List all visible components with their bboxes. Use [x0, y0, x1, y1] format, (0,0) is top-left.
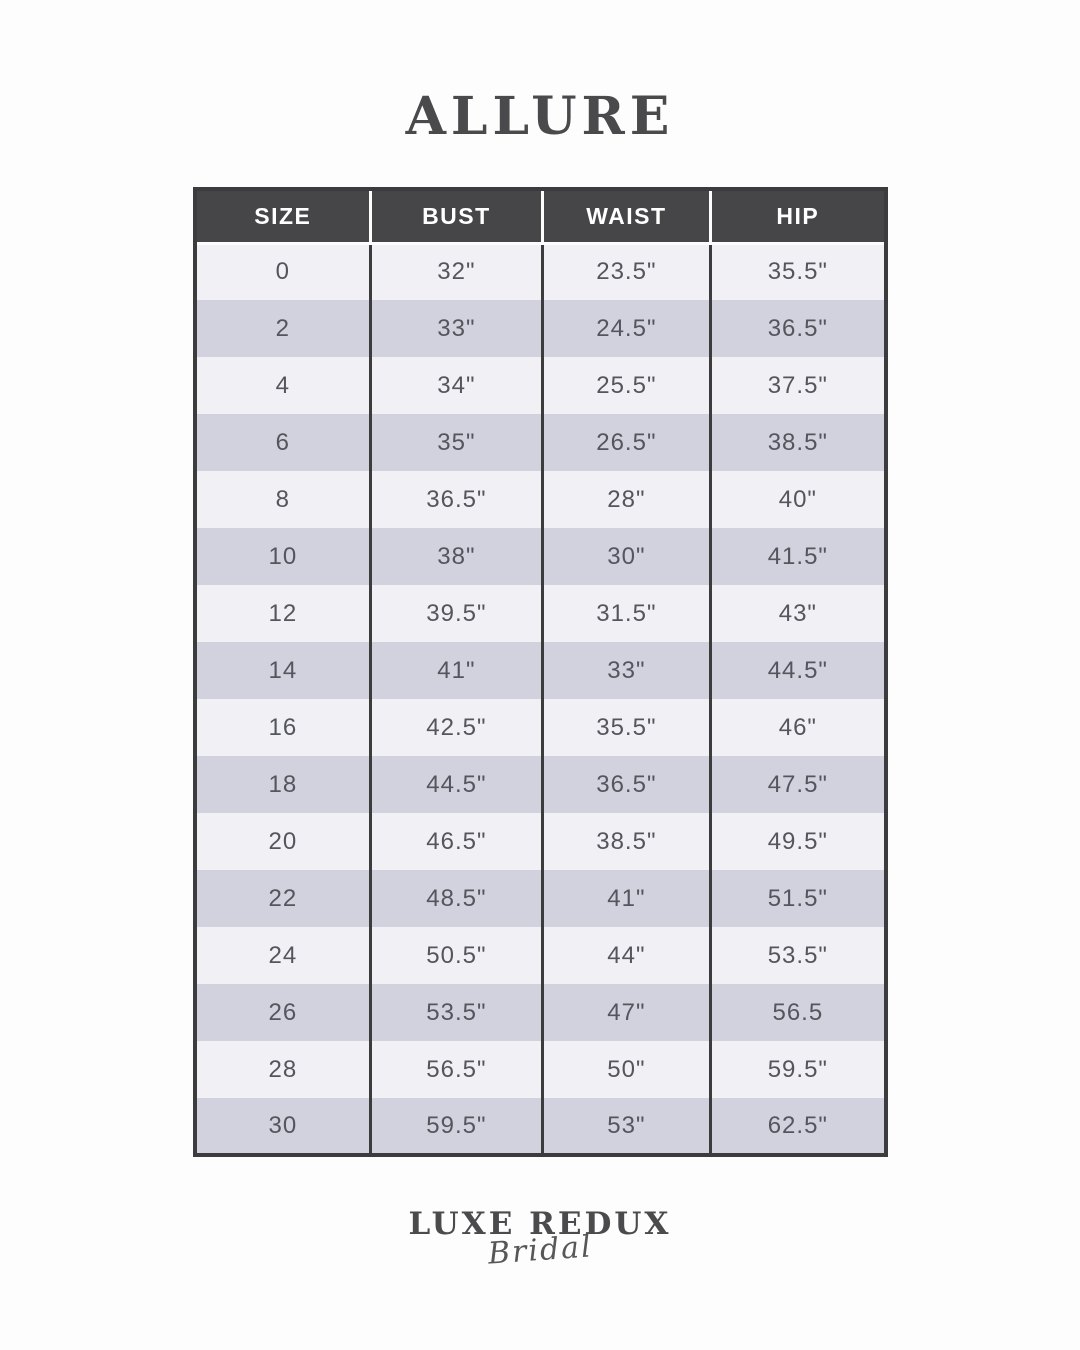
table-cell-size: 20: [268, 827, 298, 855]
table-cell-waist: 28": [540, 471, 711, 528]
table-cell-size: 8: [275, 485, 291, 513]
table-cell-size: 0: [275, 258, 291, 286]
table-row-size-8: 8 36.5" 28" 40": [194, 471, 886, 528]
table-row-size-4: 4 34" 25.5" 37.5": [194, 357, 886, 414]
table-cell-hip: 38.5": [709, 414, 886, 471]
table-cell-hip: 36.5": [709, 300, 886, 357]
table-row-size-18: 18 44.5" 36.5" 47.5": [194, 756, 886, 813]
table-cell-bust: 48.5": [369, 870, 543, 927]
table-row-size-20: 20 46.5" 38.5" 49.5": [194, 813, 886, 870]
table-row-size-30: 30 59.5" 53" 62.5": [194, 1098, 886, 1155]
table-row-size-26: 26 53.5" 47" 56.5: [194, 984, 886, 1041]
table-cell-waist: 26.5": [540, 414, 711, 471]
table-cell-bust: 33": [369, 300, 543, 357]
table-header-row: SIZE BUST WAIST HIP: [194, 189, 886, 245]
table-row-size-2: 2 33" 24.5" 36.5": [194, 300, 886, 357]
table-cell-size: 10: [268, 542, 298, 570]
table-cell-hip: 47.5": [709, 756, 886, 813]
table-cell-hip: 44.5": [709, 642, 886, 699]
table-cell-bust: 35": [369, 414, 543, 471]
table-cell-waist: 24.5": [540, 300, 711, 357]
table-cell-size: 12: [268, 599, 298, 627]
column-header-bust: BUST: [369, 189, 543, 245]
table-cell-hip: 41.5": [709, 528, 886, 585]
table-row-size-24: 24 50.5" 44" 53.5": [194, 927, 886, 984]
table-cell-hip: 49.5": [709, 813, 886, 870]
table-cell-waist: 47": [540, 984, 711, 1041]
table-cell-waist: 53": [540, 1098, 711, 1155]
table-cell-waist: 31.5": [540, 585, 711, 642]
table-cell-size: 16: [268, 713, 298, 741]
table-cell-hip: 37.5": [709, 357, 886, 414]
table-cell-hip: 56.5: [709, 984, 886, 1041]
table-cell-waist: 41": [540, 870, 711, 927]
table-cell-bust: 39.5": [369, 585, 543, 642]
table-cell-hip: 43": [709, 585, 886, 642]
table-cell-waist: 44": [540, 927, 711, 984]
table-cell-bust: 38": [369, 528, 543, 585]
table-cell-size: 28: [268, 1055, 298, 1083]
table-cell-waist: 23.5": [540, 243, 711, 300]
brand-script: Bridal: [486, 1229, 594, 1272]
table-cell-bust: 34": [369, 357, 543, 414]
table-cell-bust: 42.5": [369, 699, 543, 756]
table-cell-hip: 51.5": [709, 870, 886, 927]
table-cell-bust: 59.5": [369, 1098, 543, 1155]
table-cell-waist: 35.5": [540, 699, 711, 756]
table-cell-waist: 36.5": [540, 756, 711, 813]
table-cell-size: 26: [268, 998, 298, 1026]
size-chart-table-container: SIZE BUST WAIST HIP 0 32" 23.5" 35.5" 2 33" 24.5"…: [192, 187, 888, 1157]
table-cell-bust: 50.5": [369, 927, 543, 984]
table-cell-waist: 30": [540, 528, 711, 585]
table-row-size-10: 10 38" 30" 41.5": [194, 528, 886, 585]
table-cell-hip: 40": [709, 471, 886, 528]
page-title: ALLURE: [405, 86, 675, 147]
table-cell-bust: 46.5": [369, 813, 543, 870]
size-chart-table: SIZE BUST WAIST HIP 0 32" 23.5" 35.5" 2 33" 24.5"…: [192, 187, 888, 1157]
table-cell-bust: 44.5": [369, 756, 543, 813]
table-cell-hip: 62.5": [709, 1098, 886, 1155]
table-cell-bust: 36.5": [369, 471, 543, 528]
table-cell-hip: 35.5": [709, 243, 886, 300]
table-row-size-12: 12 39.5" 31.5" 43": [194, 585, 886, 642]
table-row-size-22: 22 48.5" 41" 51.5": [194, 870, 886, 927]
column-header-hip: HIP: [709, 189, 886, 245]
table-row-size-16: 16 42.5" 35.5" 46": [194, 699, 886, 756]
table-cell-waist: 38.5": [540, 813, 711, 870]
table-cell-waist: 33": [540, 642, 711, 699]
brand-logo: LUXE REDUX Bridal: [0, 1206, 1080, 1272]
table-cell-bust: 56.5": [369, 1041, 543, 1098]
table-row-size-14: 14 41" 33" 44.5": [194, 642, 886, 699]
table-cell-waist: 25.5": [540, 357, 711, 414]
table-row-size-28: 28 56.5" 50" 59.5": [194, 1041, 886, 1098]
table-cell-waist: 50": [540, 1041, 711, 1098]
table-cell-bust: 41": [369, 642, 543, 699]
table-cell-hip: 59.5": [709, 1041, 886, 1098]
table-cell-size: 14: [268, 656, 298, 684]
table-cell-hip: 46": [709, 699, 886, 756]
table-cell-size: 4: [275, 371, 291, 399]
table-cell-size: 6: [275, 428, 291, 456]
table-row-size-6: 6 35" 26.5" 38.5": [194, 414, 886, 471]
brand-wordmark: LUXE REDUX: [408, 1206, 672, 1242]
table-cell-size: 22: [268, 884, 298, 912]
table-cell-bust: 53.5": [369, 984, 543, 1041]
table-cell-size: 18: [268, 770, 298, 798]
table-cell-bust: 32": [369, 243, 543, 300]
table-cell-size: 24: [268, 941, 298, 969]
table-cell-hip: 53.5": [709, 927, 886, 984]
table-cell-size: 30: [268, 1111, 298, 1139]
table-cell-size: 2: [275, 314, 291, 342]
column-header-size: SIZE: [194, 189, 371, 245]
column-header-waist: WAIST: [540, 189, 711, 245]
table-row-size-0: 0 32" 23.5" 35.5": [194, 243, 886, 300]
